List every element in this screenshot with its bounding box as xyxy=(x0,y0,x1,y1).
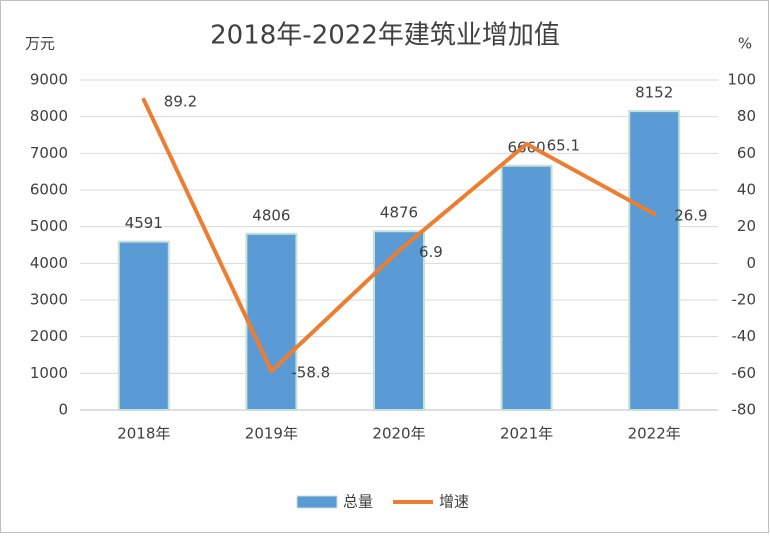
x-tick-label: 2020年 xyxy=(372,425,425,443)
y2-tick-label: 0 xyxy=(746,254,756,272)
y2-axis-label: % xyxy=(738,35,752,53)
bar-value-label: 4876 xyxy=(380,204,418,222)
y-axis-label: 万元 xyxy=(25,35,55,53)
chart-title: 2018年-2022年建筑业增加值 xyxy=(210,21,560,51)
y2-tick-label: 40 xyxy=(737,181,756,199)
y2-tick-label: -80 xyxy=(732,401,757,419)
y2-tick-label: -20 xyxy=(732,291,757,309)
line-value-label: -58.8 xyxy=(291,364,330,382)
x-tick-label: 2021年 xyxy=(500,425,553,443)
y-tick-label: 1000 xyxy=(30,364,68,382)
y-tick-label: 2000 xyxy=(30,327,68,345)
bar xyxy=(628,110,681,412)
line-value-label: 6.9 xyxy=(419,243,443,261)
y2-tick-label: 80 xyxy=(737,107,756,125)
y2-tick-label: -60 xyxy=(732,364,757,382)
line-value-label: 89.2 xyxy=(164,92,197,110)
bar xyxy=(373,230,425,411)
bar-value-label: 8152 xyxy=(635,84,673,102)
line-value-label: 65.1 xyxy=(547,136,580,154)
y-tick-label: 0 xyxy=(58,401,68,419)
y-tick-label: 9000 xyxy=(30,71,68,89)
y-tick-label: 8000 xyxy=(30,107,68,125)
y-tick-label: 6000 xyxy=(30,181,68,199)
bar-value-label: 4591 xyxy=(125,214,163,232)
y-tick-label: 7000 xyxy=(30,144,68,162)
y-tick-label: 3000 xyxy=(30,291,68,309)
y2-tick-label: 20 xyxy=(737,217,756,235)
bar-value-label: 4806 xyxy=(252,206,290,224)
x-tick-label: 2019年 xyxy=(245,425,298,443)
line xyxy=(141,97,657,374)
y-tick-label: 5000 xyxy=(30,217,68,235)
line-value-label: 26.9 xyxy=(674,207,707,225)
y2-tick-label: 100 xyxy=(727,71,756,89)
x-tick-label: 2022年 xyxy=(628,425,681,443)
y2-tick-label: 60 xyxy=(737,144,756,162)
bar xyxy=(500,164,553,411)
y-tick-label: 4000 xyxy=(30,254,68,272)
x-tick-label: 2018年 xyxy=(117,425,170,443)
bar xyxy=(245,232,298,411)
y2-tick-label: -40 xyxy=(732,327,757,345)
legend-label: 增速 xyxy=(439,493,469,511)
bar xyxy=(117,240,170,411)
legend-swatch xyxy=(296,495,338,509)
legend-label: 总量 xyxy=(343,493,373,511)
